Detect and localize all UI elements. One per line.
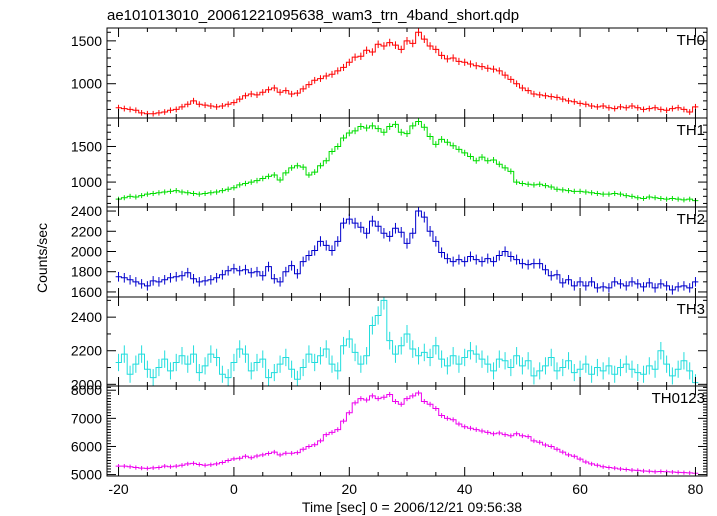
y-tick-label: 6000 [71,438,102,454]
y-axis-label: Counts/sec [34,223,50,293]
panel-label: TH3 [677,301,705,318]
x-tick-label: 80 [688,481,704,497]
series-th3 [115,297,699,386]
y-tick-label: 2200 [71,223,102,239]
panel-th3: 2000 2200 2400 TH3 [71,296,708,392]
y-tick-label: 2400 [71,309,102,325]
x-tick-label: -20 [108,481,128,497]
step-line [115,121,699,202]
panel-th0: 1000 1500 TH0 [71,27,708,119]
y-tick-label: 2000 [71,376,102,392]
step-line [115,210,699,291]
y-tick-label: 1000 [71,174,102,190]
panel-label: TH2 [677,211,705,228]
series-th0123 [115,390,699,476]
panel-label: TH0 [677,32,705,49]
y-tick-label: 1000 [71,76,102,92]
step-line [115,392,699,474]
y-tick-label: 1500 [71,138,102,154]
x-axis-label: Time [sec] 0 = 2006/12/21 09:56:38 [302,499,522,515]
series-th2 [115,207,699,295]
figure-title: ae101013010_20061221095638_wam3_trn_4ban… [107,7,519,24]
panel-th0123: 5000 6000 7000 8000 TH0123 [71,382,708,483]
y-tick-label: 1600 [71,284,102,300]
y-tick-label: 2200 [71,343,102,359]
panel-th1: 1000 1500 TH1 [71,117,708,208]
y-tick-label: 7000 [71,410,102,426]
panel-th2: 1600 1800 2000 2200 2400 TH2 [71,203,708,300]
y-tick-label: 8000 [71,382,102,398]
y-tick-label: 2400 [71,203,102,219]
y-tick-label: 1500 [71,33,102,49]
y-tick-label: 2000 [71,243,102,259]
x-tick-label: 40 [457,481,473,497]
panel-label: TH1 [677,122,705,139]
panels: 1000 1500 TH0 1000 1500 TH1 1600 1800 2000 2200 24… [71,27,708,497]
x-tick-label: 60 [572,481,588,497]
step-line [115,31,699,115]
y-tick-label: 5000 [71,467,102,483]
y-tick-label: 1800 [71,264,102,280]
series-th0 [115,28,699,117]
series-th1 [115,118,699,204]
panel-frame [106,206,708,298]
x-tick-label: 20 [342,481,358,497]
panel-label: TH0123 [652,390,705,407]
x-tick-label: 0 [230,481,238,497]
